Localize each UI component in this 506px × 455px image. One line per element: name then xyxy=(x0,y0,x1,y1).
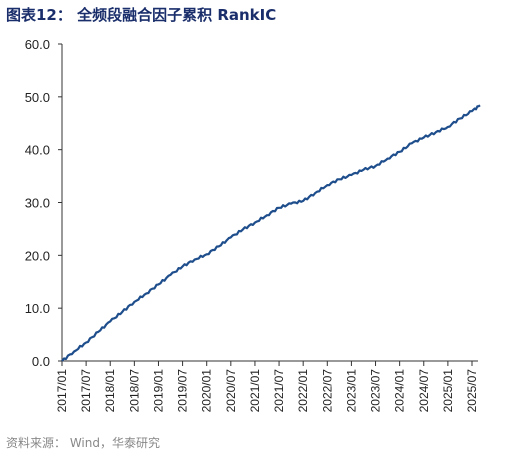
x-tick-label: 2019/01 xyxy=(151,369,165,413)
rankic-series-line xyxy=(61,104,481,362)
x-tick-label: 2024/01 xyxy=(393,369,407,413)
y-tick-label: 20.0 xyxy=(25,248,50,263)
y-tick-label: 0.0 xyxy=(32,354,50,369)
x-tick-label: 2022/01 xyxy=(296,369,310,413)
series-group xyxy=(61,104,481,362)
x-tick-label: 2019/07 xyxy=(176,369,190,413)
y-tick-label: 60.0 xyxy=(25,37,50,52)
x-tick-label: 2025/01 xyxy=(441,369,455,413)
x-tick-label: 2024/07 xyxy=(417,369,431,413)
x-tick-label: 2025/07 xyxy=(465,369,479,413)
y-axis: 0.0 10.0 20.0 30.0 40.0 50.0 60.0 xyxy=(25,37,63,369)
x-tick-label: 2021/07 xyxy=(272,369,286,413)
x-tick-label: 2020/07 xyxy=(224,369,238,413)
x-tick-label: 2022/07 xyxy=(320,369,334,413)
x-axis: 2017/01 2017/07 2018/01 2018/07 2019/01 2019/… xyxy=(55,360,479,413)
x-tick-label: 2017/07 xyxy=(79,369,93,413)
x-tick-label: 2018/07 xyxy=(127,369,141,413)
y-tick-label: 40.0 xyxy=(25,143,50,158)
rankic-line-chart: 0.010.020.030.040.050.060.0 2017/01 2017/… xyxy=(25,37,481,413)
x-tick-label: 2023/07 xyxy=(369,369,383,413)
y-tick-label: 10.0 xyxy=(25,301,50,316)
x-tick-label: 2018/01 xyxy=(103,369,117,413)
x-tick-label: 2021/01 xyxy=(248,369,262,413)
y-tick-label: 50.0 xyxy=(25,90,50,105)
x-tick-label: 2020/01 xyxy=(200,369,214,413)
y-tick-label: 30.0 xyxy=(25,196,50,211)
x-tick-label: 2017/01 xyxy=(55,369,69,413)
figure-title: 图表12： 全频段融合因子累积 RankIC xyxy=(6,6,277,24)
x-tick-label: 2023/01 xyxy=(344,369,358,413)
source-note: 资料来源： Wind，华泰研究 xyxy=(6,436,160,450)
